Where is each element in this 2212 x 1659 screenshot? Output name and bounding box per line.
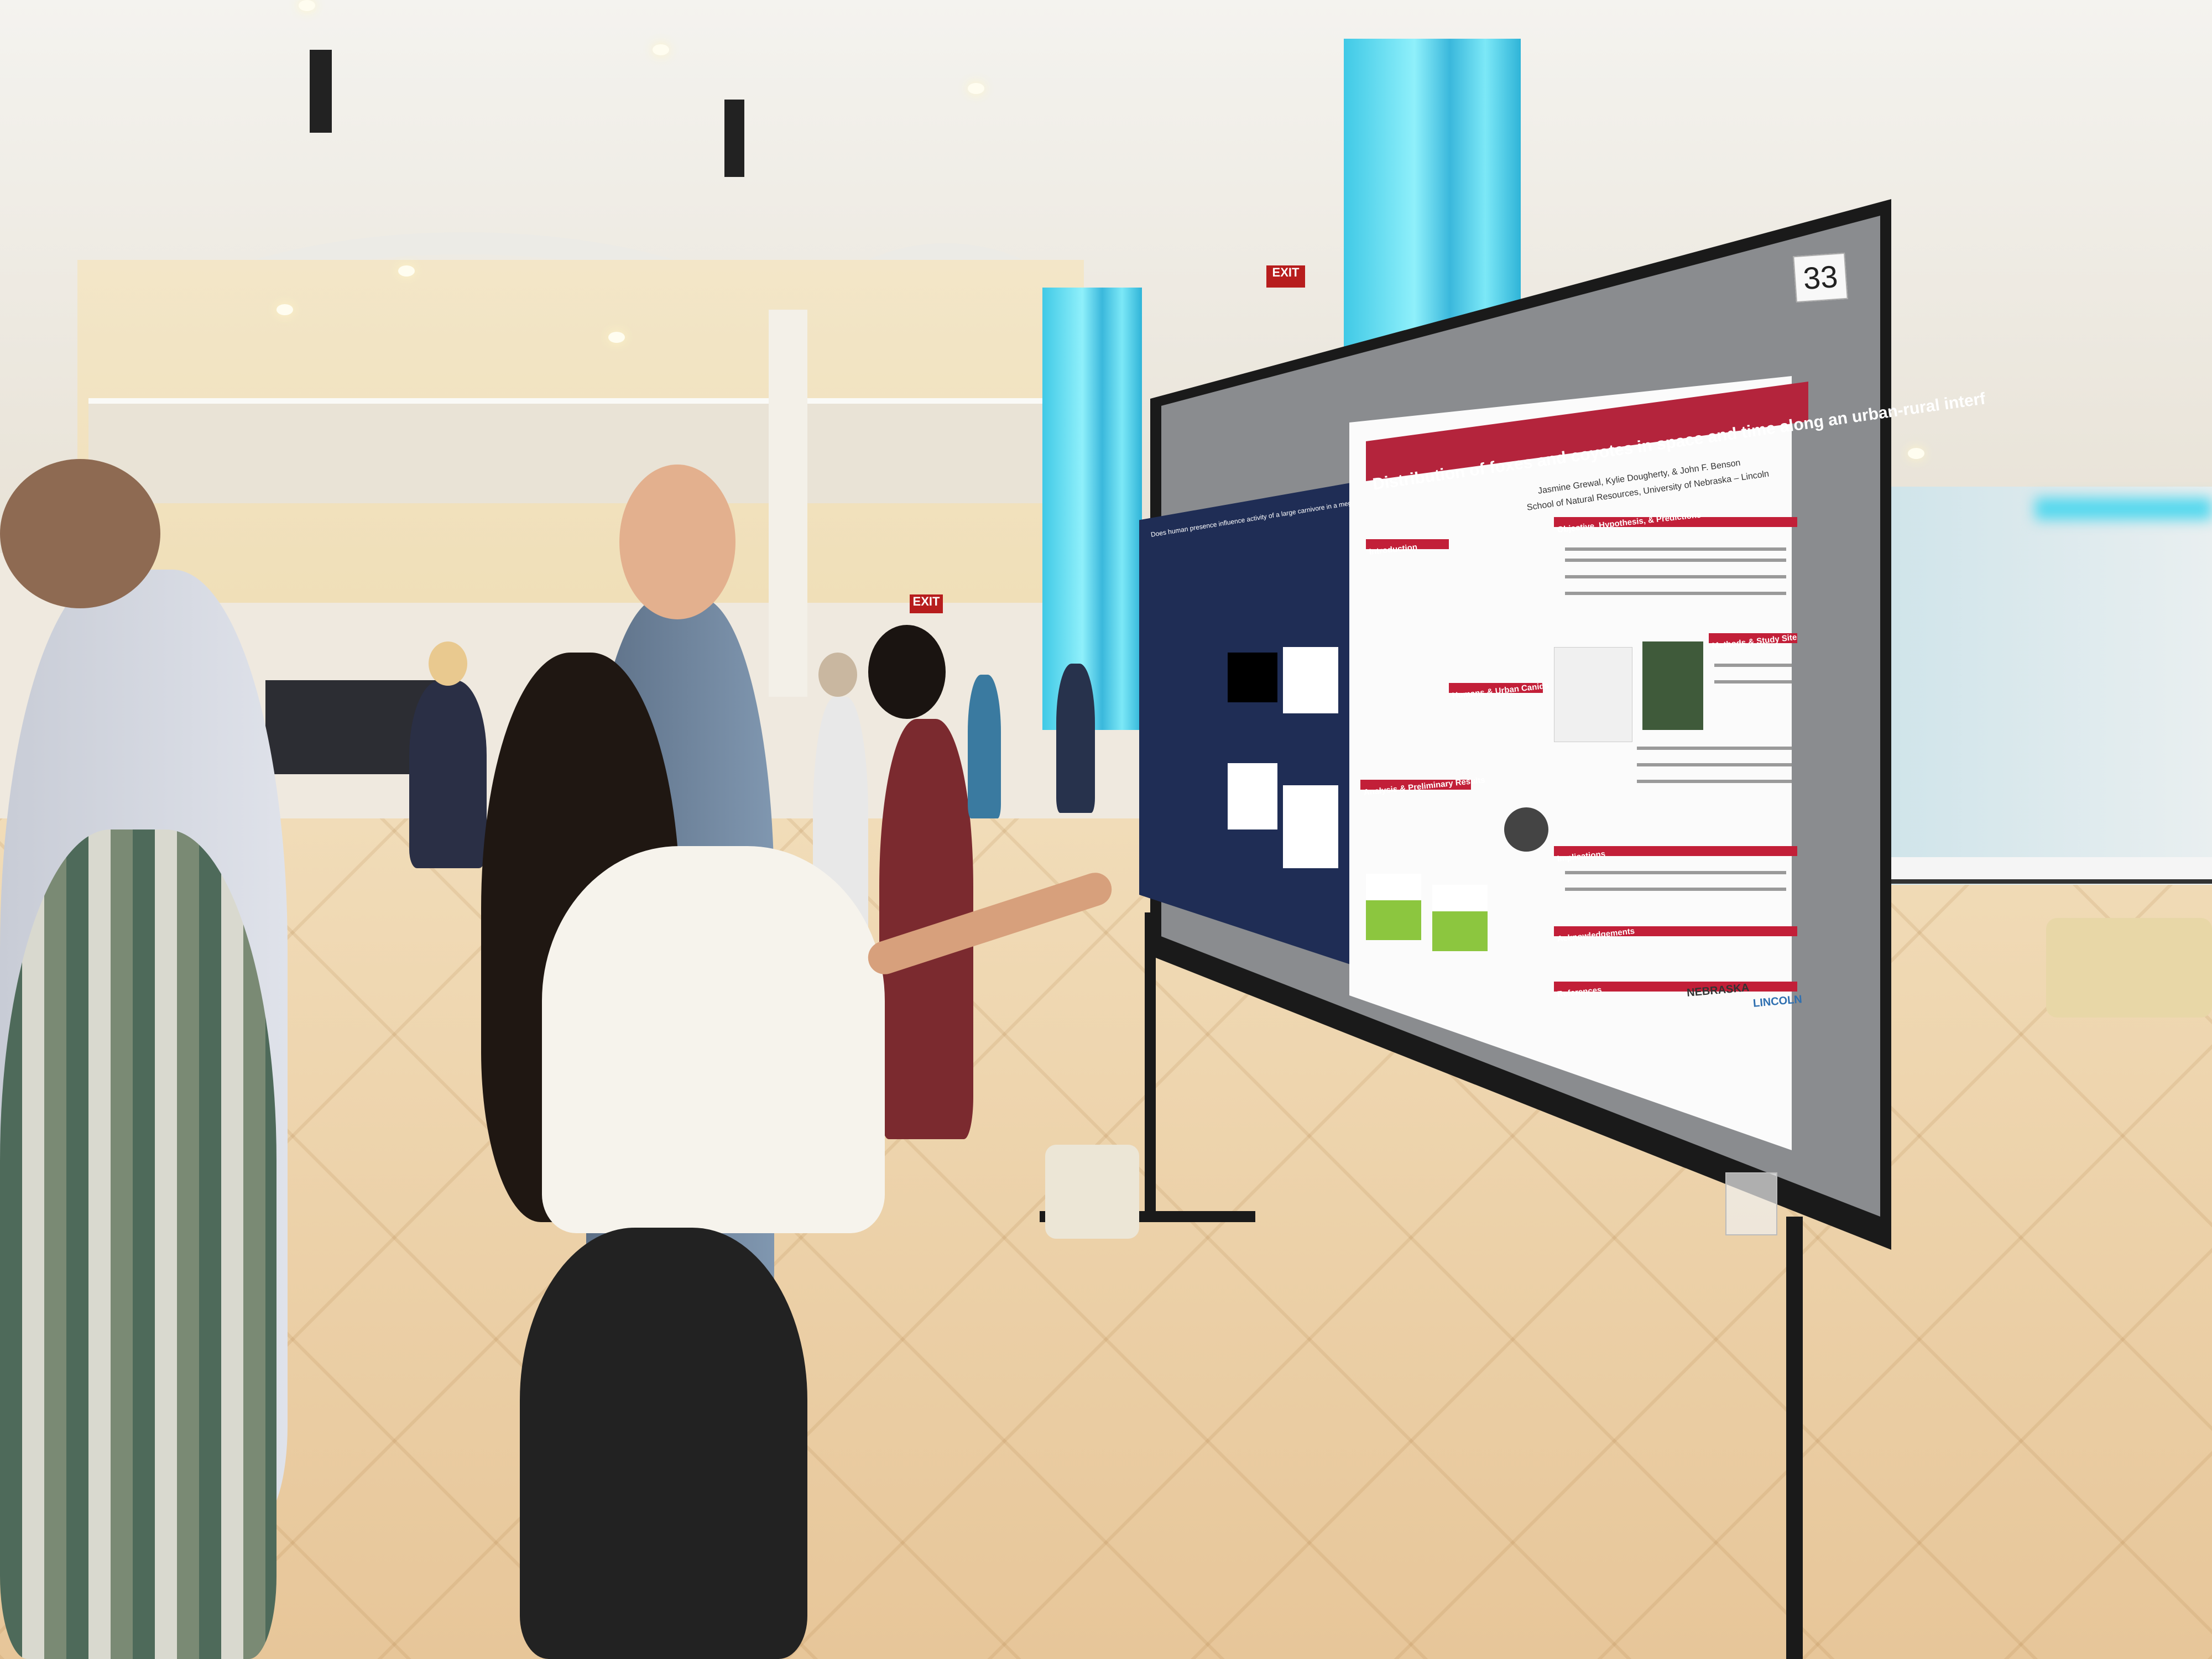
ceiling-light	[299, 0, 315, 11]
board-leg	[1145, 912, 1156, 1222]
background-person-head	[818, 653, 857, 697]
satellite-map	[1642, 641, 1703, 730]
man-head	[619, 465, 735, 619]
ceiling-light	[608, 332, 625, 343]
section-header	[1554, 846, 1797, 856]
poster-text	[1565, 592, 1786, 595]
poster-text	[1565, 888, 1786, 891]
speaker	[724, 100, 744, 177]
section-header	[1554, 926, 1797, 936]
poster-text	[1565, 575, 1786, 578]
study-site-map	[1554, 647, 1632, 742]
left-poster-chart	[1283, 647, 1338, 713]
activity-density-chart	[1366, 874, 1421, 940]
ceiling-light	[276, 304, 293, 315]
balcony-railing	[88, 398, 1084, 503]
left-poster	[1139, 481, 1360, 968]
camera-trap-photo	[1504, 807, 1548, 852]
speaker	[310, 50, 332, 133]
background-person-head	[429, 641, 467, 686]
poster-text	[1714, 664, 1792, 667]
plastic-cup	[1725, 1172, 1777, 1235]
poster-text	[1565, 559, 1786, 562]
ceiling-light	[1908, 448, 1924, 459]
folding-table	[1858, 857, 2212, 884]
person-plaid-jacket	[0, 830, 276, 1659]
left-poster-figure	[1228, 653, 1277, 702]
white-column	[769, 310, 807, 697]
poster-text	[1565, 547, 1786, 551]
section-header	[1554, 982, 1797, 992]
section-header	[1554, 517, 1797, 527]
left-poster-chart	[1228, 763, 1277, 830]
cyan-wall-light	[2035, 498, 2212, 520]
poster-number-card: 33	[1793, 252, 1848, 303]
poster-text	[1637, 747, 1792, 750]
ceiling-light	[968, 83, 984, 94]
background-person	[1056, 664, 1095, 813]
man-gray-shirt-head	[0, 459, 160, 608]
woman-white-shirt	[542, 846, 885, 1233]
exit-sign: EXIT	[910, 594, 943, 613]
section-header	[1709, 633, 1797, 643]
woman-black-pants	[520, 1228, 807, 1659]
left-poster-chart	[1283, 785, 1338, 868]
background-person	[968, 675, 1001, 818]
person-red-dress-head	[868, 625, 946, 719]
ceiling-light	[653, 44, 669, 55]
section-header	[1360, 780, 1471, 790]
section-header	[1449, 683, 1543, 693]
board-leg	[1786, 1217, 1803, 1659]
chair	[2046, 918, 2212, 1018]
background-person	[409, 680, 487, 868]
right-wall	[1880, 487, 2212, 885]
exit-sign: EXIT	[1266, 265, 1305, 288]
section-header	[1366, 539, 1449, 549]
ceiling-light	[398, 265, 415, 276]
activity-density-chart	[1432, 885, 1488, 951]
poster-text	[1637, 780, 1792, 783]
poster-text	[1565, 871, 1786, 874]
glowing-column	[1042, 288, 1142, 730]
poster-text	[1714, 680, 1792, 684]
poster-text	[1637, 763, 1792, 766]
tote-bag	[1045, 1145, 1139, 1239]
